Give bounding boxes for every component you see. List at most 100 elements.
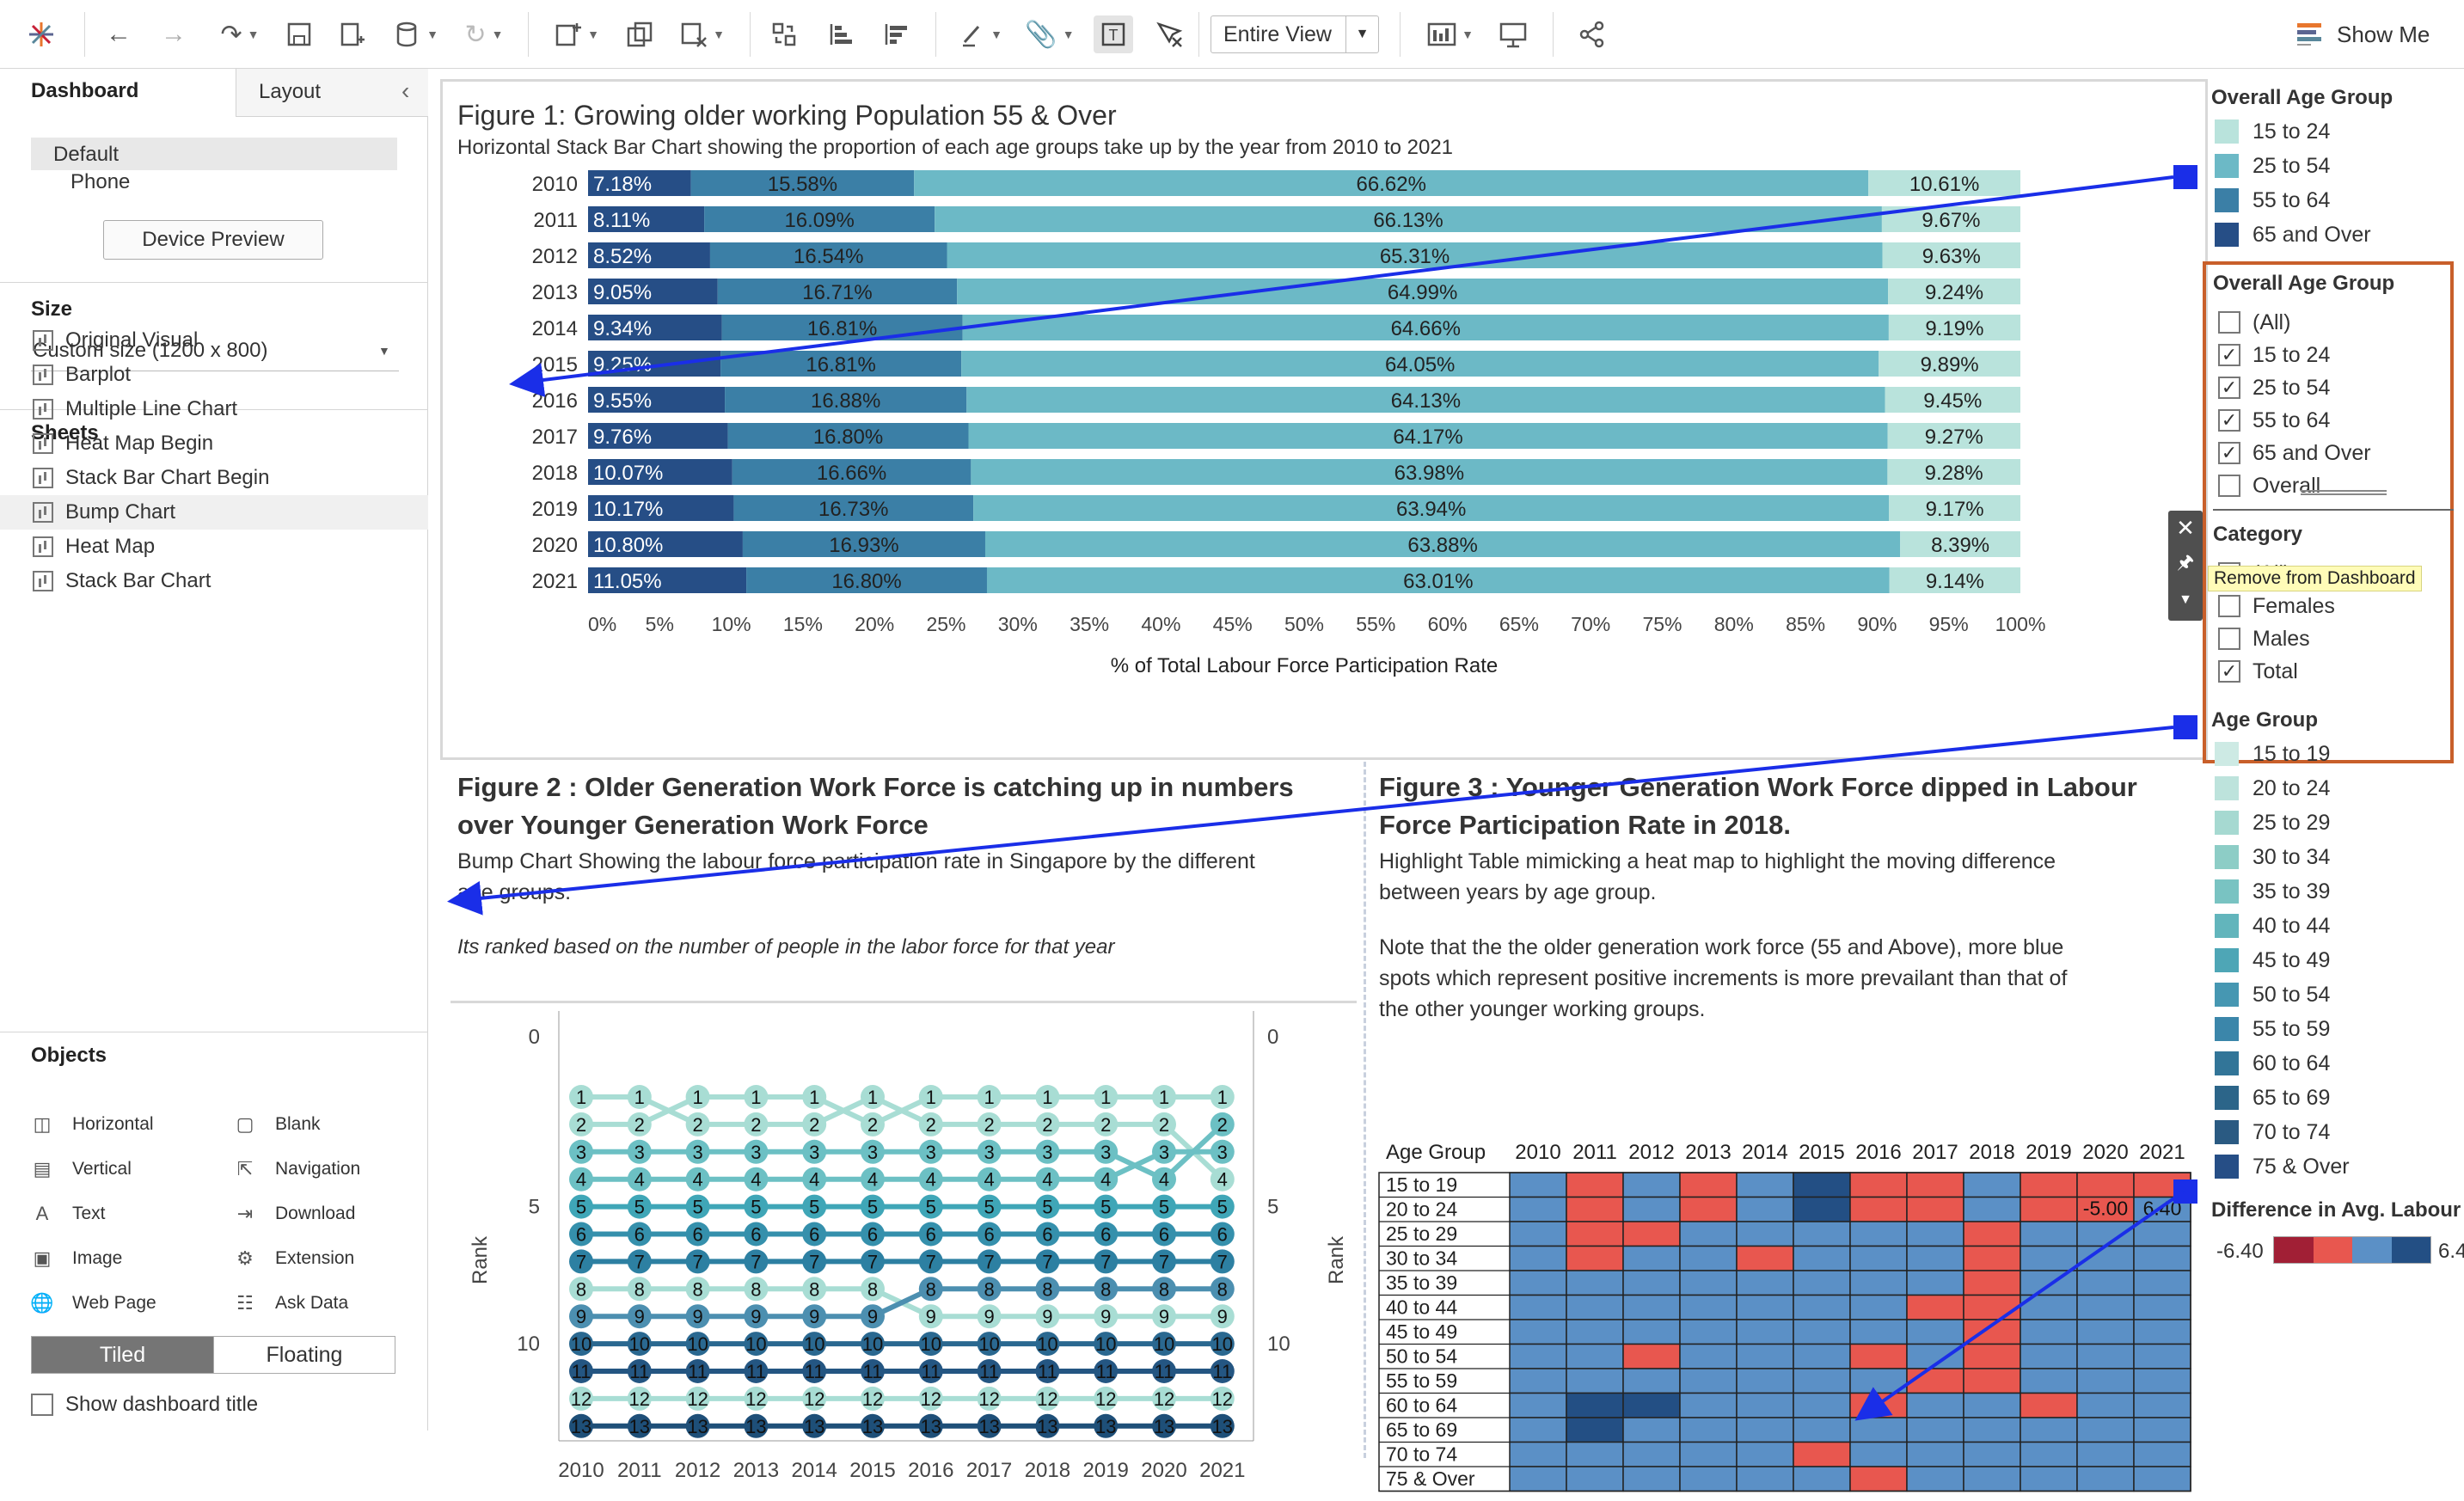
x-axis-title: % of Total Labour Force Participation Ra… [1111,654,1498,677]
show-cards-icon[interactable]: ▼ [1420,15,1480,53]
attach-icon[interactable]: 📎 ▼ [1025,20,1075,49]
rank-label: 7 [809,1251,819,1272]
refresh-icon[interactable]: ↻ ▼ [464,20,504,49]
filter-option[interactable]: Females [2218,590,2335,622]
legend-item[interactable]: 75 & Over [2215,1150,2350,1183]
ramp-step [2274,1237,2314,1263]
legend-item[interactable]: 65 and Over [2215,218,2371,251]
filter-option[interactable]: ✓ 25 to 54 [2218,371,2330,404]
filter-option[interactable]: ✓ 15 to 24 [2218,339,2330,371]
show-me-button[interactable]: Show Me [2297,15,2461,53]
duplicate-sheet-icon[interactable] [621,15,659,53]
more-options-icon[interactable]: ▼ [2179,592,2192,607]
data-label: 16.73% [818,498,888,521]
legend-item[interactable]: 35 to 39 [2215,875,2330,908]
object-item[interactable]: 🌐 Web Page [30,1286,156,1320]
object-item[interactable]: ▢ Blank [234,1107,321,1142]
filter-option[interactable]: ✓ 55 to 64 [2218,404,2330,437]
figure1-container[interactable] [440,79,2208,760]
legend-item[interactable]: 65 to 69 [2215,1081,2330,1114]
legend-item[interactable]: 25 to 29 [2215,806,2330,839]
presentation-mode-icon[interactable] [1492,15,1534,53]
filter-option[interactable]: Males [2218,622,2310,655]
redo-icon[interactable]: → [161,20,187,48]
size-select[interactable]: Custom size (1200 x 800) ▼ [31,332,399,371]
legend-item[interactable]: 55 to 64 [2215,184,2330,217]
filter-option[interactable]: Overall [2218,469,2320,502]
fix-axes-icon[interactable] [1150,15,1188,53]
legend-item[interactable]: 25 to 54 [2215,150,2330,182]
tableau-logo-icon[interactable] [22,15,60,53]
rank-point [918,1112,943,1136]
legend-item[interactable]: 15 to 24 [2215,115,2330,148]
legend-item[interactable]: 55 to 59 [2215,1013,2330,1045]
new-worksheet-icon[interactable]: ▼ [547,15,607,53]
tiled-button[interactable]: Tiled [32,1337,213,1373]
legend-item[interactable]: 50 to 54 [2215,978,2330,1011]
device-preview-button[interactable]: Device Preview [103,220,323,260]
sheet-item[interactable]: Barplot [0,358,428,392]
sheet-item[interactable]: Heat Map Begin [0,426,428,461]
datasource-icon[interactable]: ▼ [387,15,447,53]
legend-item[interactable]: 60 to 64 [2215,1047,2330,1080]
pin-icon[interactable]: 🖈 [2176,551,2195,573]
collapse-panel-icon[interactable]: ‹ [401,77,410,104]
object-item[interactable]: ⇱ Navigation [234,1152,360,1186]
drag-handle[interactable] [2173,1179,2197,1204]
filter-option[interactable]: ✓ Total [2218,655,2298,688]
sheet-item[interactable]: Heat Map [0,530,428,564]
sort-descending-icon[interactable] [877,15,915,53]
bar-segment [1900,531,2020,557]
drag-handle[interactable] [2173,715,2197,739]
bar-segment [971,459,1888,485]
sheet-item[interactable]: Original Visual [0,323,428,358]
show-labels-icon[interactable]: T [1094,15,1133,53]
legend-item[interactable]: 45 to 49 [2215,944,2330,977]
tab-layout[interactable]: Layout ‹ [236,69,428,117]
object-item[interactable]: ◫ Horizontal [31,1107,154,1142]
rank-label: 8 [984,1278,994,1300]
year-tick-label: 2019 [532,498,578,521]
year-column-header: 2021 [2139,1141,2185,1164]
rank-label: 5 [1159,1197,1169,1218]
object-item[interactable]: ☷ Ask Data [234,1286,348,1320]
resize-handle[interactable] [2301,490,2387,495]
heat-map-table[interactable]: Age Group 2010 2011 2012 2013 2014 2015 2016 201… [1367,1130,2464,1499]
share-icon[interactable] [1572,15,1613,53]
legend-item[interactable]: 30 to 34 [2215,841,2330,873]
floating-button[interactable]: Floating [213,1337,395,1373]
new-datasource-icon[interactable] [334,15,371,53]
object-icon: ▢ [236,1113,254,1135]
swap-axes-icon[interactable] [765,15,803,53]
object-item[interactable]: ▣ Image [31,1241,123,1276]
object-item[interactable]: ▤ Vertical [31,1152,132,1186]
close-icon[interactable]: ✕ [2176,514,2195,541]
sort-ascending-icon[interactable] [822,15,860,53]
sheet-item[interactable]: Multiple Line Chart [0,392,428,426]
drag-handle[interactable] [2173,165,2197,189]
highlight-icon[interactable]: ▼ [951,15,1011,53]
device-phone[interactable]: Phone [70,170,131,193]
legend-item[interactable]: 20 to 24 [2215,772,2330,805]
replay-icon[interactable]: ↷ ▼ [220,20,260,49]
object-item[interactable]: A Text [31,1197,106,1231]
tab-dashboard[interactable]: Dashboard [0,69,236,117]
legend-item[interactable]: 15 to 19 [2215,738,2330,770]
sheet-item[interactable]: Bump Chart [0,495,428,530]
filter-option[interactable]: ✓ 65 and Over [2218,437,2371,469]
legend-item[interactable]: 70 to 74 [2215,1116,2330,1149]
save-icon[interactable] [280,15,318,53]
filter-option[interactable]: (All) [2218,306,2290,339]
object-item[interactable]: ⇥ Download [234,1197,356,1231]
view-size-select[interactable]: Entire View ▼ [1211,15,1379,53]
device-default[interactable]: Default [31,138,397,170]
y-tick-label-right: 10 [1267,1333,1290,1356]
clear-sheet-icon[interactable]: ▼ [672,15,732,53]
show-title-checkbox[interactable]: Show dashboard title [31,1393,258,1417]
object-item[interactable]: ⚙ Extension [234,1241,354,1276]
sheet-item[interactable]: Stack Bar Chart Begin [0,461,428,495]
undo-icon[interactable]: ← [106,20,132,48]
sheet-item[interactable]: Stack Bar Chart [0,564,428,598]
stacked-bar-chart[interactable]: 2010 7.18% 15.58% 66.62% 10.61% 2011 8.11% 16.0… [430,163,2210,782]
legend-item[interactable]: 40 to 44 [2215,910,2330,942]
